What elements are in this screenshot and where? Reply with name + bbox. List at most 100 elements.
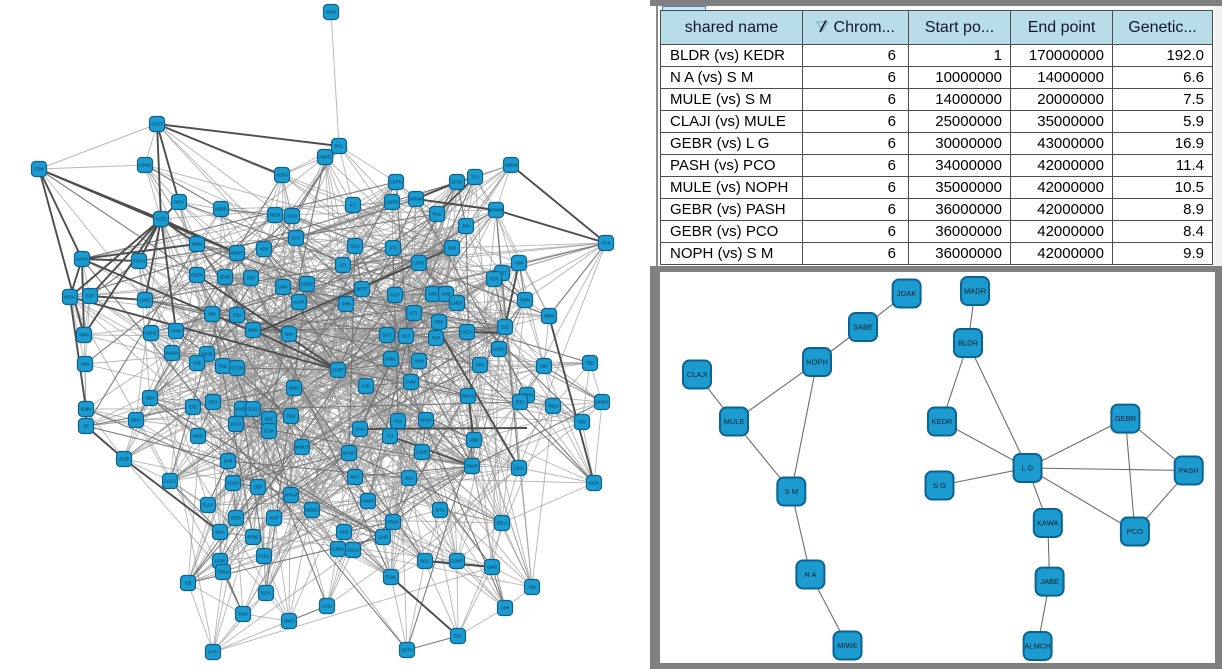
svg-text:MENG: MENG bbox=[306, 508, 319, 513]
svg-text:IDCK: IDCK bbox=[589, 481, 599, 486]
svg-text:MULE: MULE bbox=[724, 417, 745, 426]
svg-text:RLTH: RLTH bbox=[261, 591, 272, 596]
svg-text:RCIT: RCIT bbox=[497, 271, 507, 276]
svg-text:AIB: AIB bbox=[185, 581, 192, 586]
svg-text:NOPH: NOPH bbox=[806, 358, 828, 367]
svg-text:KEDR: KEDR bbox=[932, 417, 953, 426]
svg-text:HNWC: HNWC bbox=[230, 251, 243, 256]
svg-text:LPSP: LPSP bbox=[215, 559, 226, 564]
svg-text:CSMG: CSMG bbox=[139, 163, 152, 168]
svg-text:TBFU: TBFU bbox=[548, 404, 559, 409]
svg-text:EDT: EDT bbox=[86, 294, 95, 299]
svg-text:ICWS: ICWS bbox=[487, 565, 498, 570]
svg-text:MFC: MFC bbox=[350, 475, 359, 480]
svg-text:CDDK: CDDK bbox=[191, 273, 203, 278]
svg-text:MJW: MJW bbox=[248, 328, 258, 333]
svg-text:OBI: OBI bbox=[528, 585, 535, 590]
svg-text:CLI: CLI bbox=[387, 434, 394, 439]
svg-text:JOAK: JOAK bbox=[897, 289, 917, 298]
svg-text:NPB: NPB bbox=[81, 362, 90, 367]
svg-text:OLT: OLT bbox=[402, 334, 410, 339]
svg-text:IKMK: IKMK bbox=[81, 407, 91, 412]
svg-text:MOS: MOS bbox=[193, 434, 203, 439]
svg-text:JFD: JFD bbox=[389, 246, 397, 251]
svg-text:CACG: CACG bbox=[164, 479, 176, 484]
svg-text:LMEF: LMEF bbox=[451, 301, 463, 306]
svg-text:JEME: JEME bbox=[219, 275, 230, 280]
svg-text:ICB: ICB bbox=[194, 361, 201, 366]
svg-text:HUH: HUH bbox=[414, 359, 423, 364]
svg-text:TGP: TGP bbox=[432, 336, 441, 341]
svg-text:LTAL: LTAL bbox=[322, 604, 332, 609]
svg-text:DCFJ: DCFJ bbox=[231, 422, 242, 427]
svg-text:RPA: RPA bbox=[476, 363, 485, 368]
svg-text:AGP: AGP bbox=[260, 247, 269, 252]
svg-text:UHWT: UHWT bbox=[596, 400, 609, 405]
svg-text:ALMCH: ALMCH bbox=[1024, 642, 1050, 651]
svg-text:OIHC: OIHC bbox=[131, 418, 141, 423]
svg-text:EPCH: EPCH bbox=[133, 259, 145, 264]
svg-text:FICW: FICW bbox=[270, 213, 281, 218]
svg-text:KBBD: KBBD bbox=[215, 207, 226, 212]
svg-text:FAKU: FAKU bbox=[259, 554, 270, 559]
svg-text:HTFM: HTFM bbox=[521, 393, 533, 398]
svg-text:RBF: RBF bbox=[435, 320, 444, 325]
svg-text:LGWE: LGWE bbox=[301, 282, 314, 287]
svg-text:EDC: EDC bbox=[454, 634, 463, 639]
svg-text:GPIK: GPIK bbox=[174, 200, 184, 205]
svg-text:NAH: NAH bbox=[285, 332, 294, 337]
svg-text:DAB: DAB bbox=[224, 459, 233, 464]
svg-text:KBA: KBA bbox=[540, 364, 549, 369]
svg-text:JEFA: JEFA bbox=[515, 400, 525, 405]
svg-text:EBLA: EBLA bbox=[497, 521, 508, 526]
svg-text:CWSS: CWSS bbox=[386, 200, 399, 205]
svg-text:TED: TED bbox=[586, 361, 594, 366]
svg-text:AKN: AKN bbox=[515, 261, 524, 266]
svg-text:FPBC: FPBC bbox=[385, 357, 396, 362]
svg-text:WKFS: WKFS bbox=[462, 394, 474, 399]
svg-text:OJJ: OJJ bbox=[501, 325, 508, 330]
svg-text:IWC: IWC bbox=[208, 312, 216, 317]
svg-text:AHB: AHB bbox=[442, 292, 451, 297]
svg-text:DJMP: DJMP bbox=[451, 559, 463, 564]
svg-text:DOD: DOD bbox=[119, 457, 128, 462]
svg-text:ICJ: ICJ bbox=[350, 203, 356, 208]
svg-text:KNDS: KNDS bbox=[236, 407, 248, 412]
svg-text:JDGR: JDGR bbox=[201, 352, 212, 357]
svg-text:GDAG: GDAG bbox=[347, 548, 359, 553]
svg-text:S M: S M bbox=[785, 487, 798, 496]
svg-text:OAIG: OAIG bbox=[355, 427, 365, 432]
svg-text:DFO: DFO bbox=[209, 400, 219, 405]
svg-text:JABE: JABE bbox=[1040, 577, 1059, 586]
svg-text:AJGR: AJGR bbox=[293, 300, 304, 305]
svg-text:LEI: LEI bbox=[340, 263, 346, 268]
svg-text:ADFO: ADFO bbox=[276, 173, 288, 178]
svg-text:ANGE: ANGE bbox=[319, 155, 331, 160]
svg-text:GEBR: GEBR bbox=[1115, 414, 1137, 423]
svg-text:SABE: SABE bbox=[853, 323, 873, 332]
svg-text:UGEK: UGEK bbox=[493, 347, 505, 352]
svg-text:NEH: NEH bbox=[146, 396, 155, 401]
svg-text:S G: S G bbox=[933, 481, 946, 490]
svg-text:NFNP: NFNP bbox=[343, 451, 355, 456]
svg-text:RBM: RBM bbox=[544, 314, 554, 319]
svg-text:UWF: UWF bbox=[278, 285, 288, 290]
svg-text:GBBM: GBBM bbox=[505, 163, 518, 168]
svg-text:OBF: OBF bbox=[254, 485, 263, 490]
svg-text:MIWE: MIWE bbox=[837, 641, 857, 650]
svg-text:CRT: CRT bbox=[247, 276, 256, 281]
svg-text:DHH: DHH bbox=[238, 612, 247, 617]
svg-text:HCN: HCN bbox=[601, 241, 610, 246]
svg-text:COW: COW bbox=[34, 167, 44, 172]
svg-text:JJHD: JJHD bbox=[378, 535, 388, 540]
svg-text:OPKT: OPKT bbox=[151, 122, 163, 127]
svg-text:TRKM: TRKM bbox=[217, 570, 229, 575]
svg-text:EAF: EAF bbox=[448, 246, 457, 251]
svg-text:RNL: RNL bbox=[219, 364, 228, 369]
svg-text:GNS: GNS bbox=[339, 530, 348, 535]
svg-text:KHN: KHN bbox=[342, 302, 351, 307]
svg-text:MTWW: MTWW bbox=[489, 208, 503, 213]
svg-text:GKE: GKE bbox=[265, 417, 274, 422]
svg-text:WJP: WJP bbox=[270, 516, 279, 521]
svg-text:BPTF: BPTF bbox=[357, 287, 368, 292]
